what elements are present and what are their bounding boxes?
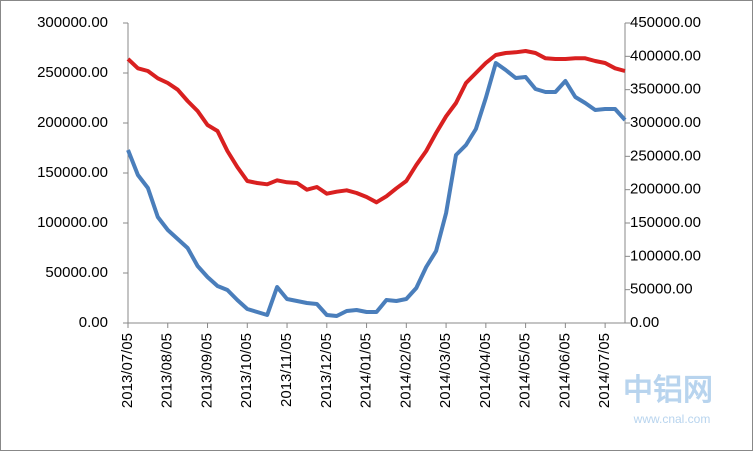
y-tick-label: 100000.00 — [37, 214, 108, 231]
y2-tick-label: 400000.00 — [630, 47, 701, 64]
x-tick-label: 2013/07/05 — [119, 333, 136, 408]
y2-tick-label: 100000.00 — [630, 247, 701, 264]
x-tick-label: 2014/02/05 — [397, 333, 414, 408]
y2-tick-label: 200000.00 — [630, 181, 701, 198]
y2-tick-label: 300000.00 — [630, 114, 701, 131]
y2-tick-label: 350000.00 — [630, 81, 701, 98]
watermark-logo: 中铝网 — [623, 374, 713, 407]
x-tick-label: 2014/07/05 — [596, 333, 613, 408]
x-tick-label: 2013/08/05 — [159, 333, 176, 408]
x-tick-label: 2013/09/05 — [198, 333, 215, 408]
y2-tick-label: 50000.00 — [630, 281, 693, 298]
x-tick-label: 2013/12/05 — [318, 333, 335, 408]
x-tick-label: 2014/03/05 — [437, 333, 454, 408]
x-tick-label: 2014/04/05 — [477, 333, 494, 408]
y2-tick-label: 450000.00 — [630, 14, 701, 31]
y2-tick-label: 0.00 — [630, 314, 659, 331]
y-tick-label: 150000.00 — [37, 164, 108, 181]
y-tick-label: 0.00 — [79, 314, 108, 331]
x-tick-label: 2014/05/05 — [517, 333, 534, 408]
y2-tick-label: 250000.00 — [630, 147, 701, 164]
y-tick-label: 50000.00 — [45, 264, 108, 281]
x-tick-label: 2013/11/05 — [278, 333, 295, 407]
y2-tick-label: 150000.00 — [630, 214, 701, 231]
y-tick-label: 200000.00 — [37, 114, 108, 131]
series-line — [126, 49, 626, 205]
x-tick-label: 2014/06/05 — [556, 333, 573, 408]
x-tick-label: 2014/01/05 — [358, 333, 375, 408]
x-tick-label: 2013/10/05 — [238, 333, 255, 408]
series-line — [126, 61, 627, 318]
y-tick-label: 300000.00 — [37, 14, 108, 31]
y-tick-label: 250000.00 — [37, 64, 108, 81]
watermark-url: www.cnal.com — [633, 412, 711, 426]
